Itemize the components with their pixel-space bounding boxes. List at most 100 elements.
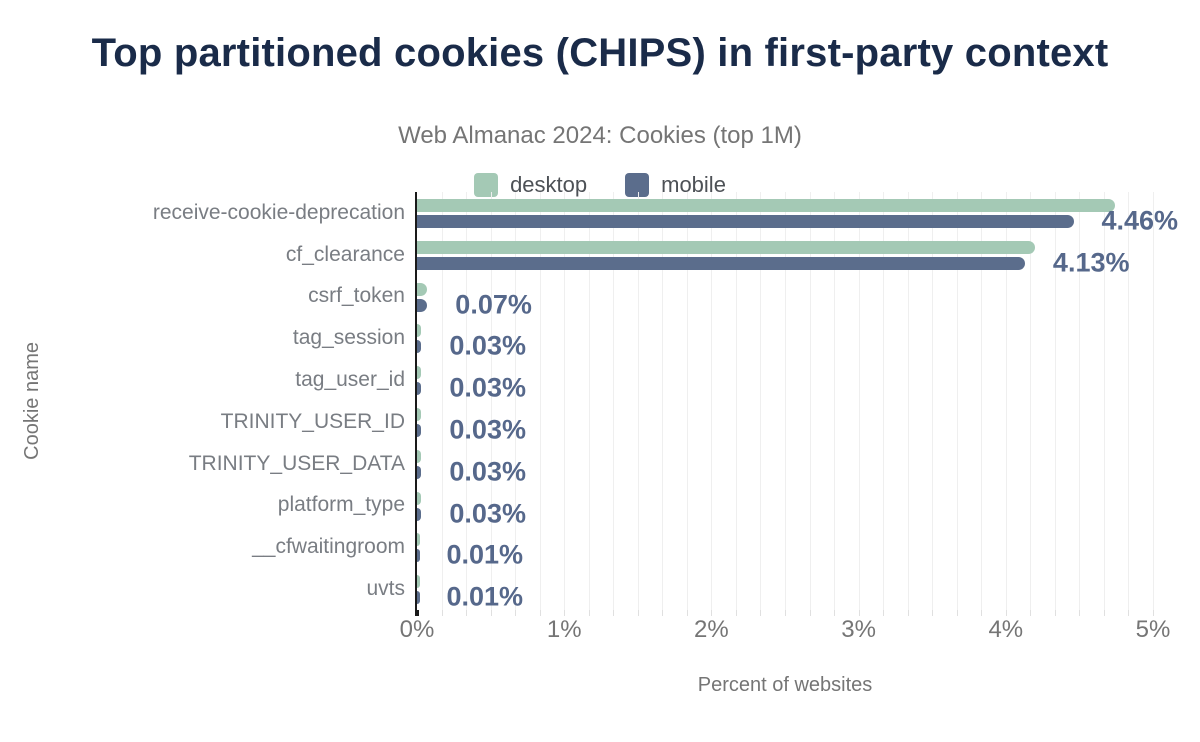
gridline	[883, 192, 885, 610]
category-label: TRINITY_USER_DATA	[188, 451, 405, 475]
mobile-bar[interactable]	[417, 256, 1025, 270]
gridline	[858, 192, 860, 610]
desktop-bar[interactable]	[417, 575, 420, 589]
desktop-bar[interactable]	[417, 408, 422, 421]
category-label: platform_type	[277, 493, 405, 517]
mobile-bar[interactable]	[417, 591, 420, 605]
mobile-bar[interactable]	[417, 340, 422, 354]
desktop-swatch-icon	[474, 173, 499, 197]
category-row: TRINITY_USER_ID 0.03%	[0, 401, 1200, 445]
gridline	[588, 192, 590, 610]
value-label: 0.07%	[455, 289, 532, 320]
axis-tick	[711, 610, 713, 616]
gridline	[735, 192, 737, 610]
gridline	[932, 192, 934, 610]
desktop-bar[interactable]	[417, 324, 422, 338]
axis-tick	[1054, 610, 1056, 616]
gridline	[637, 192, 639, 610]
legend: desktop mobile	[0, 172, 1200, 198]
x-tick-label: 2%	[694, 616, 729, 643]
desktop-bar[interactable]	[417, 199, 1115, 212]
category-row: receive-cookie-deprecation 4.46%	[0, 192, 1200, 236]
desktop-bar[interactable]	[417, 449, 422, 463]
mobile-bar[interactable]	[417, 507, 422, 521]
mobile-bar[interactable]	[417, 215, 1074, 228]
gridline	[760, 192, 762, 610]
axis-tick	[490, 610, 492, 616]
axis-tick	[637, 610, 639, 616]
axis-tick	[760, 610, 762, 616]
value-label: 0.03%	[449, 498, 526, 529]
axis-tick	[588, 610, 590, 616]
mobile-bar[interactable]	[417, 465, 422, 479]
axis-tick	[981, 610, 983, 616]
category-row: cf_clearance 4.13%	[0, 234, 1200, 278]
gridline	[956, 192, 958, 610]
bar-group: 0.03%	[417, 317, 1153, 361]
axis-tick	[686, 610, 688, 616]
x-tick-label: 1%	[546, 616, 582, 643]
gridline	[490, 192, 492, 610]
x-tick-label: 4%	[988, 616, 1024, 643]
axis-tick	[613, 610, 615, 616]
bar-group: 0.07%	[417, 276, 1153, 320]
value-label: 0.03%	[449, 372, 526, 403]
value-label: 0.01%	[446, 581, 524, 612]
axis-tick	[956, 610, 958, 616]
category-row: platform_type 0.03%	[0, 485, 1200, 529]
axis-tick	[417, 610, 419, 616]
axis-tick	[1030, 610, 1032, 616]
category-label: uvts	[366, 577, 405, 601]
mobile-bar[interactable]	[417, 549, 420, 563]
category-label: cf_clearance	[285, 242, 405, 266]
gridline	[907, 192, 909, 610]
mobile-bar[interactable]	[417, 424, 422, 437]
axis-tick	[883, 610, 885, 616]
gridline	[466, 192, 468, 610]
legend-label-desktop: desktop	[510, 172, 588, 197]
gridline	[711, 192, 713, 610]
legend-label-mobile: mobile	[661, 172, 726, 197]
axis-tick	[932, 610, 934, 616]
desktop-bar[interactable]	[417, 366, 422, 380]
desktop-bar[interactable]	[417, 240, 1036, 254]
mobile-bar[interactable]	[417, 298, 428, 312]
category-label: csrf_token	[308, 284, 405, 308]
legend-item-mobile[interactable]: mobile	[625, 172, 726, 198]
legend-item-desktop[interactable]: desktop	[474, 172, 587, 198]
category-row: __cfwaitingroom 0.01%	[0, 526, 1200, 570]
desktop-bar[interactable]	[417, 533, 420, 547]
desktop-bar[interactable]	[417, 491, 422, 505]
axis-tick	[785, 610, 786, 616]
axis-tick	[515, 610, 517, 616]
x-tick-label: 5%	[1135, 616, 1171, 643]
category-label: tag_session	[292, 326, 405, 350]
gridline	[662, 192, 664, 610]
mobile-bar[interactable]	[417, 382, 422, 396]
gridline	[613, 192, 615, 610]
chart-title-text: Top partitioned cookies (CHIPS) in first…	[91, 31, 1109, 75]
value-label: 4.13%	[1052, 247, 1130, 278]
bar-group: 0.03%	[417, 359, 1153, 403]
axis-tick	[858, 610, 860, 616]
bar-group: 0.03%	[417, 485, 1153, 529]
gridline	[1079, 192, 1081, 610]
bar-group: 0.01%	[417, 568, 1153, 612]
gridline	[809, 192, 811, 610]
value-label: 0.03%	[449, 456, 526, 487]
x-axis-title: Percent of websites	[697, 674, 873, 696]
desktop-bar[interactable]	[417, 282, 428, 296]
value-label: 0.01%	[446, 539, 524, 570]
category-row: tag_user_id 0.03%	[0, 359, 1200, 403]
chart-subtitle: Web Almanac 2024: Cookies (top 1M)	[398, 122, 802, 149]
y-axis-title: Cookie name	[14, 192, 50, 610]
value-label: 4.46%	[1101, 205, 1179, 236]
category-row: TRINITY_USER_DATA 0.03%	[0, 443, 1200, 487]
gridline	[1030, 192, 1032, 610]
gridline	[785, 192, 786, 610]
axis-tick	[735, 610, 737, 616]
gridline	[564, 192, 566, 610]
bar-group: 0.03%	[417, 401, 1153, 445]
x-tick-label: 3%	[841, 616, 876, 643]
